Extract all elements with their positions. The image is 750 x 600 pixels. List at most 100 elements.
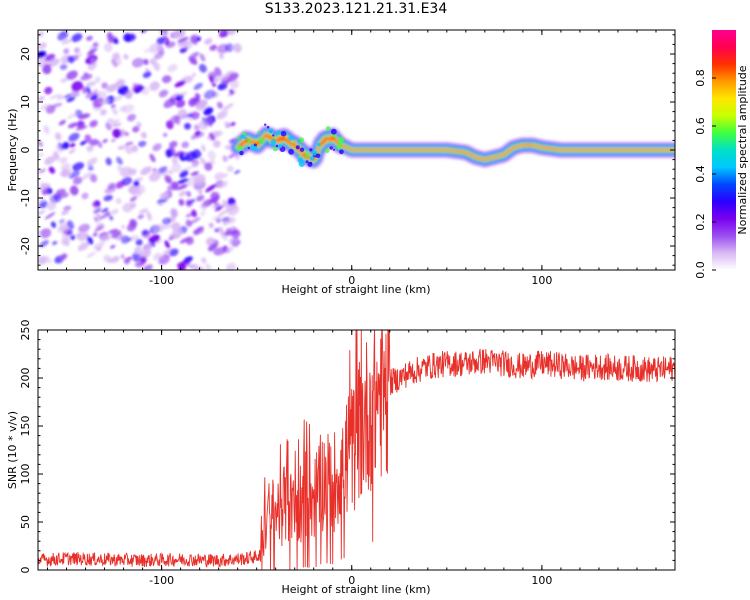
noise-blob [66, 220, 75, 230]
noise-blob [90, 94, 98, 101]
spectrogram-x-tick-label: 0 [348, 274, 355, 287]
noise-blob [185, 151, 197, 162]
noise-blob [135, 238, 143, 246]
noise-blob [112, 123, 122, 128]
noise-blob [140, 131, 147, 139]
noise-blob [50, 221, 57, 228]
noise-blob [187, 113, 193, 118]
noise-blob [137, 140, 147, 148]
noise-blob [109, 119, 120, 126]
noise-blob [227, 72, 239, 82]
colorbar-title: Normalized spectral amplitude [736, 65, 749, 234]
signal-speckle [270, 143, 274, 147]
noise-blob [148, 43, 161, 54]
noise-blob [48, 166, 56, 174]
noise-blob [136, 261, 146, 268]
noise-blob [126, 178, 133, 184]
noise-blob [215, 218, 221, 223]
noise-blob [81, 85, 87, 94]
noise-blob [45, 255, 52, 264]
noise-blob [103, 43, 113, 53]
noise-blob [90, 58, 98, 67]
noise-blob [221, 233, 228, 241]
noise-blob [188, 51, 200, 61]
noise-blob [158, 254, 171, 265]
noise-blob [233, 170, 241, 174]
noise-blob [201, 257, 207, 264]
noise-blob [81, 172, 93, 180]
noise-blob [198, 63, 207, 73]
noise-blob [139, 256, 147, 264]
spectrogram-signal-track [230, 123, 675, 169]
noise-blob [159, 191, 170, 200]
noise-blob [231, 238, 241, 247]
noise-blob [146, 211, 152, 221]
noise-blob [209, 75, 215, 84]
noise-blob [210, 191, 220, 202]
noise-blob [80, 140, 87, 146]
snr-y-tick-label: 150 [19, 416, 32, 437]
noise-blob [115, 180, 125, 189]
noise-blob [199, 53, 206, 62]
spectrogram-y-tick-label: 0 [19, 147, 32, 154]
noise-blob [152, 143, 162, 152]
signal-speckle [250, 145, 255, 150]
noise-blob [201, 144, 206, 152]
noise-blob [177, 108, 187, 117]
noise-blob [222, 103, 234, 111]
signal-speckle [332, 148, 335, 151]
noise-blob [71, 81, 83, 92]
noise-blob [70, 235, 76, 240]
noise-blob [164, 240, 170, 249]
noise-blob [68, 148, 76, 155]
noise-blob [153, 51, 165, 60]
noise-blob [185, 199, 193, 208]
noise-blob [89, 173, 98, 183]
signal-speckle [309, 156, 315, 161]
noise-blob [205, 184, 217, 193]
signal-speckle [315, 153, 321, 159]
signal-speckle [275, 144, 279, 148]
noise-blob [68, 132, 80, 142]
noise-blob [44, 156, 55, 165]
noise-blob [85, 92, 97, 99]
signal-speckle [330, 128, 337, 135]
noise-blob [193, 229, 200, 236]
noise-blob [109, 244, 116, 249]
signal-speckle [312, 150, 318, 156]
noise-blob [196, 194, 205, 202]
colorbar-tick-label: 0.4 [694, 165, 707, 183]
noise-blob [225, 43, 235, 53]
noise-blob [162, 217, 171, 226]
signal-speckle [247, 139, 251, 144]
noise-blob [112, 56, 122, 66]
noise-blob [178, 190, 187, 197]
noise-blob [191, 35, 198, 45]
noise-blob [161, 30, 169, 36]
colorbar-tick-label: 0.6 [694, 117, 707, 135]
noise-blob [229, 79, 240, 89]
noise-blob [52, 241, 58, 245]
noise-blob [226, 165, 234, 173]
noise-blob [170, 92, 181, 98]
noise-blob [185, 219, 193, 227]
noise-blob [106, 83, 119, 93]
noise-blob [149, 234, 161, 243]
noise-blob [113, 38, 119, 45]
noise-blob [86, 236, 94, 245]
noise-blob [191, 57, 198, 66]
noise-blob [89, 138, 99, 146]
noise-blob [225, 216, 231, 222]
noise-blob [229, 88, 234, 95]
noise-blob [39, 103, 51, 110]
noise-blob [174, 80, 186, 88]
spectrogram-x-ticks: -100 0 100 [47, 30, 676, 287]
signal-speckle [339, 149, 344, 155]
noise-blob [212, 140, 221, 148]
noise-blob [184, 122, 191, 130]
noise-blob [107, 182, 116, 190]
noise-blob [224, 144, 230, 150]
signal-speckle [299, 147, 305, 152]
noise-blob [101, 82, 108, 89]
